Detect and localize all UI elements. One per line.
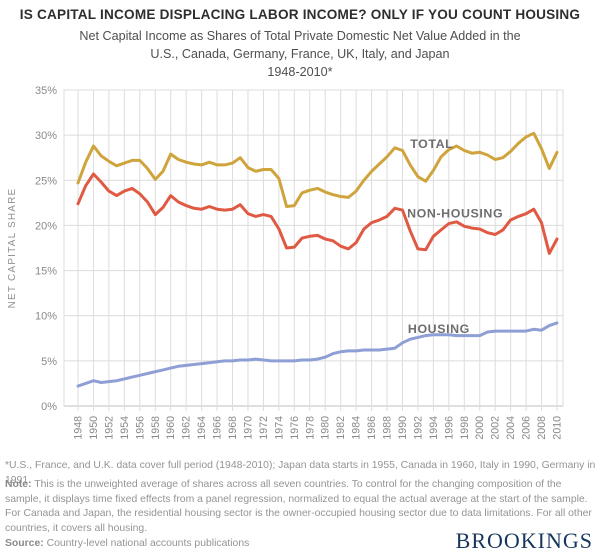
x-tick-label: 1952 <box>103 416 115 440</box>
brookings-logo: BROOKINGS <box>455 528 593 553</box>
x-tick-label: 1956 <box>134 416 146 440</box>
series-label-non-housing: NON-HOUSING <box>407 206 503 220</box>
y-tick-label: 20% <box>35 220 57 232</box>
source-text: Country-level national accounts publicat… <box>43 538 250 549</box>
y-tick-label: 5% <box>41 356 57 368</box>
x-tick-label: 1964 <box>196 416 208 440</box>
y-tick-label: 0% <box>41 401 57 413</box>
x-tick-label: 2006 <box>521 416 533 440</box>
x-tick-label: 1966 <box>212 416 224 440</box>
x-tick-label: 1980 <box>320 416 332 440</box>
gridlines <box>64 89 563 411</box>
footnote-note: Note: This is the unweighted average of … <box>5 478 597 507</box>
y-axis-title: NET CAPITAL SHARE <box>7 188 18 309</box>
y-tick-label: 10% <box>35 311 57 323</box>
page-title: IS CAPITAL INCOME DISPLACING LABOR INCOM… <box>19 7 581 22</box>
x-tick-label: 1954 <box>119 416 131 440</box>
x-tick-label: 1970 <box>242 416 254 440</box>
x-tick-label: 1992 <box>412 416 424 440</box>
x-tick-label: 1998 <box>459 416 471 440</box>
x-tick-label: 1948 <box>73 416 85 440</box>
source-line: Source: Country-level national accounts … <box>5 537 405 552</box>
housing-line <box>76 321 559 388</box>
footnote-coverage: *U.S., France, and U.K. data cover full … <box>5 460 596 486</box>
series-label-housing: HOUSING <box>408 322 470 336</box>
total-line <box>76 131 559 208</box>
x-tick-label: 2000 <box>474 416 486 440</box>
source-label: Source: <box>5 538 44 549</box>
x-tick-label: 1974 <box>273 416 285 440</box>
y-tick-label: 25% <box>35 175 57 187</box>
line-chart: 0% 5% 10% 15% 20% 25% 30% 35% 1948 1950 1952 1954 19… <box>0 85 600 460</box>
non-housing-line <box>76 172 559 255</box>
x-tick-label: 2008 <box>536 416 548 440</box>
note-label: Note: <box>5 479 32 490</box>
x-tick-label: 1990 <box>397 416 409 440</box>
x-tick-label: 1988 <box>382 416 394 440</box>
subtitle-line-1: Net Capital Income as Shares of Total Pr… <box>79 29 521 43</box>
x-tick-label: 2004 <box>505 416 517 440</box>
x-tick-label: 1950 <box>88 416 100 440</box>
footnote-canada-japan: For Canada and Japan, the residential ho… <box>5 508 592 534</box>
y-tick-label: 35% <box>35 85 57 97</box>
series-label-total: TOTAL <box>410 137 453 151</box>
x-tick-label: 1972 <box>258 416 270 440</box>
x-tick-label: 1986 <box>366 416 378 440</box>
x-tick-label: 1976 <box>289 416 301 440</box>
x-tick-label: 1996 <box>443 416 455 440</box>
x-tick-label: 1968 <box>227 416 239 440</box>
x-tick-label: 2002 <box>490 416 502 440</box>
x-tick-label: 1958 <box>150 416 162 440</box>
x-tick-label: 1960 <box>165 416 177 440</box>
x-tick-label: 1982 <box>335 416 347 440</box>
chart-subtitle: Net Capital Income as Shares of Total Pr… <box>0 27 600 81</box>
x-tick-label: 1978 <box>304 416 316 440</box>
y-tick-label: 15% <box>35 266 57 278</box>
x-tick-label: 2010 <box>552 416 564 440</box>
note-text: This is the unweighted average of shares… <box>5 479 588 505</box>
subtitle-line-3: 1948-2010* <box>267 65 333 79</box>
x-tick-label: 1984 <box>351 416 363 440</box>
chart-svg: 0%5%10%15%20%25%30%35%1948 1950 1952 1954 19… <box>7 85 564 440</box>
x-tick-label: 1962 <box>181 416 193 440</box>
x-tick-label: 1994 <box>428 416 440 440</box>
plot-frame <box>63 89 564 407</box>
y-tick-label: 30% <box>35 130 57 142</box>
subtitle-line-2: U.S., Canada, Germany, France, UK, Italy… <box>150 47 450 61</box>
